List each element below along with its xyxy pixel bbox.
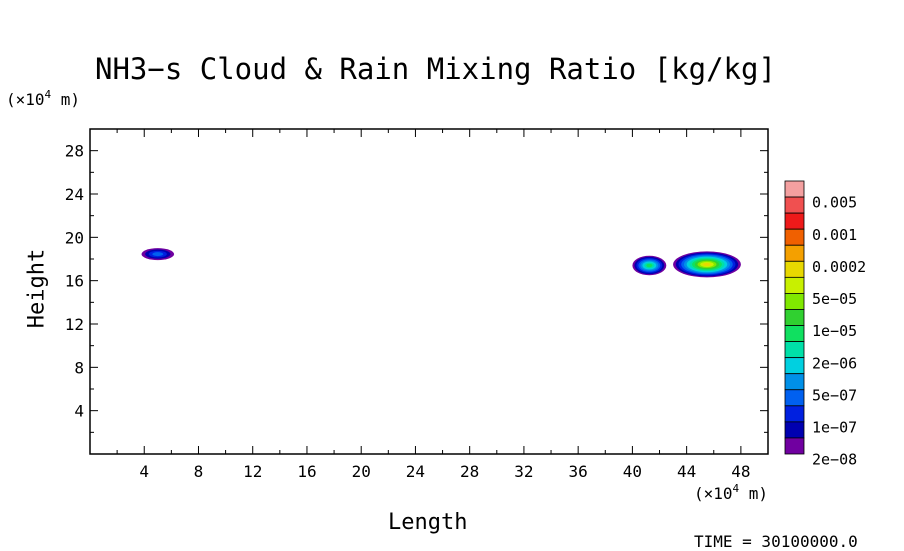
colorbar-label: 5e−05 bbox=[812, 290, 857, 308]
x-tick-label: 40 bbox=[623, 462, 642, 481]
x-tick-label: 16 bbox=[297, 462, 316, 481]
colorbar-label: 2e−06 bbox=[812, 354, 857, 372]
colorbar-label: 2e−08 bbox=[812, 451, 857, 469]
x-tick-label: 48 bbox=[731, 462, 750, 481]
cloud-east-small-contour bbox=[646, 263, 653, 268]
cloud-west-contour bbox=[152, 252, 164, 257]
colorbar-swatch bbox=[784, 325, 805, 342]
x-tick-label: 24 bbox=[406, 462, 425, 481]
cloud-east-main-contour bbox=[702, 262, 712, 266]
colorbar-swatch bbox=[784, 212, 805, 230]
colorbar-label: 0.005 bbox=[812, 194, 857, 212]
x-tick-label: 8 bbox=[194, 462, 204, 481]
chart-title: NH3−s Cloud & Rain Mixing Ratio [kg/kg] bbox=[95, 52, 776, 86]
colorbar-swatch bbox=[784, 389, 805, 407]
y-tick-label: 8 bbox=[74, 358, 84, 377]
colorbar-swatch bbox=[784, 421, 805, 439]
colorbar-swatch bbox=[784, 260, 805, 278]
x-tick-label: 12 bbox=[243, 462, 262, 481]
colorbar-swatch bbox=[784, 309, 805, 326]
y-tick-label: 24 bbox=[65, 185, 84, 204]
x-axis-unit: (×104 m) bbox=[694, 482, 769, 503]
colorbar-swatch bbox=[784, 228, 805, 246]
x-tick-label: 36 bbox=[569, 462, 588, 481]
y-tick-label: 16 bbox=[65, 272, 84, 291]
y-tick-label: 12 bbox=[65, 315, 84, 334]
colorbar-swatch bbox=[784, 196, 805, 214]
colorbar-label: 0.0002 bbox=[812, 258, 866, 276]
colorbar-label: 0.001 bbox=[812, 226, 857, 244]
colorbar-swatch bbox=[784, 180, 805, 198]
x-tick-label: 44 bbox=[677, 462, 696, 481]
x-tick-label: 20 bbox=[352, 462, 371, 481]
colorbar-swatch bbox=[784, 373, 805, 391]
colorbar-label: 1e−05 bbox=[812, 322, 857, 340]
colorbar-swatch bbox=[784, 293, 805, 310]
x-axis-label: Length bbox=[388, 510, 468, 535]
colorbar-swatch bbox=[784, 276, 805, 294]
colorbar-swatch bbox=[784, 341, 805, 359]
y-tick-label: 28 bbox=[65, 142, 84, 161]
y-tick-label: 20 bbox=[65, 228, 84, 247]
colorbar-label: 1e−07 bbox=[812, 419, 857, 437]
colorbar-swatch bbox=[784, 405, 805, 423]
x-tick-label: 28 bbox=[460, 462, 479, 481]
y-tick-label: 4 bbox=[74, 402, 84, 421]
colorbar-swatch bbox=[784, 244, 805, 262]
colorbar-swatch bbox=[784, 357, 805, 375]
colorbar-swatch bbox=[784, 437, 805, 455]
x-tick-label: 32 bbox=[514, 462, 533, 481]
x-tick-label: 4 bbox=[139, 462, 149, 481]
plot-frame bbox=[89, 128, 769, 455]
colorbar-label: 5e−07 bbox=[812, 386, 857, 404]
y-axis-unit: (×104 m) bbox=[6, 88, 81, 109]
